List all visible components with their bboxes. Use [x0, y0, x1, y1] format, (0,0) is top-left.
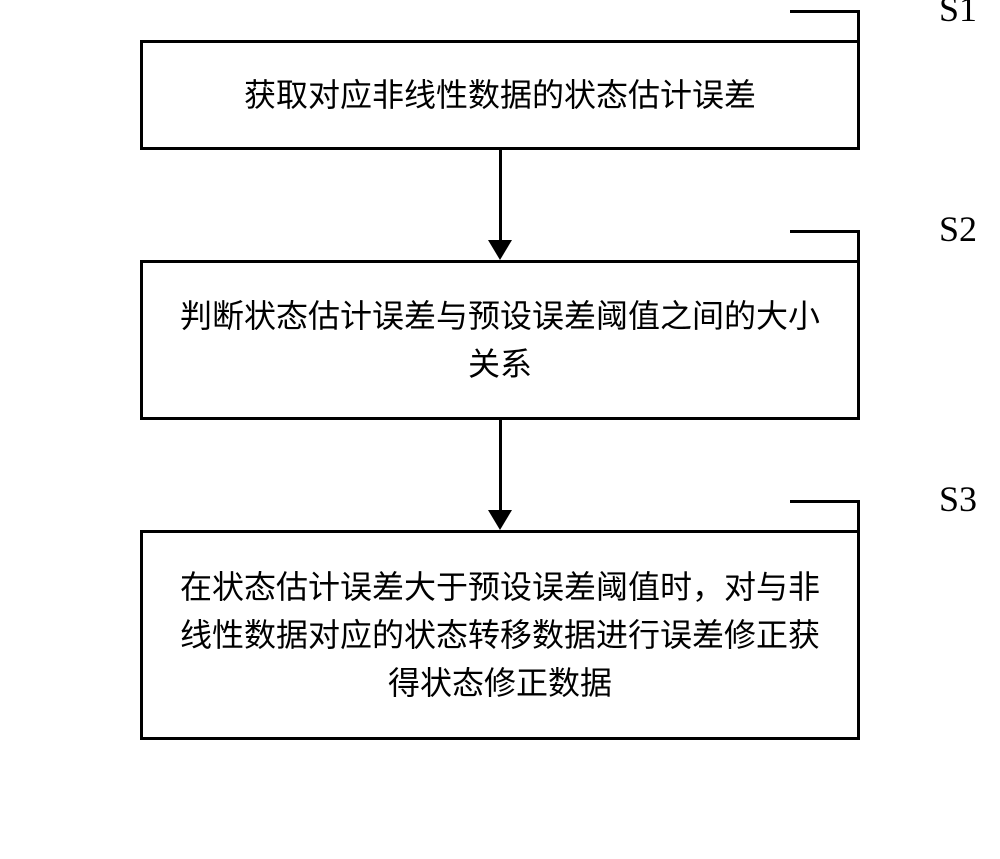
- flowchart-container: 获取对应非线性数据的状态估计误差 S1 判断状态估计误差与预设误差阈值之间的大小…: [80, 40, 920, 740]
- arrow-s2-s3: [140, 420, 860, 530]
- step-label-s3: S3: [939, 478, 977, 520]
- arrow-head-icon: [488, 240, 512, 260]
- connector-s2: [790, 230, 860, 263]
- step-text-s3: 在状态估计误差大于预设误差阈值时，对与非线性数据对应的状态转移数据进行误差修正获…: [173, 563, 827, 707]
- step-box-s3: 在状态估计误差大于预设误差阈值时，对与非线性数据对应的状态转移数据进行误差修正获…: [140, 530, 860, 740]
- connector-s3: [790, 500, 860, 533]
- step-box-s1: 获取对应非线性数据的状态估计误差 S1: [140, 40, 860, 150]
- step-label-s2: S2: [939, 208, 977, 250]
- step-text-s2: 判断状态估计误差与预设误差阈值之间的大小关系: [173, 292, 827, 388]
- step-box-s2: 判断状态估计误差与预设误差阈值之间的大小关系 S2: [140, 260, 860, 420]
- arrow-head-icon: [488, 510, 512, 530]
- connector-s1: [790, 10, 860, 43]
- step-text-s1: 获取对应非线性数据的状态估计误差: [244, 71, 756, 119]
- step-label-s1: S1: [939, 0, 977, 30]
- arrow-s1-s2: [140, 150, 860, 260]
